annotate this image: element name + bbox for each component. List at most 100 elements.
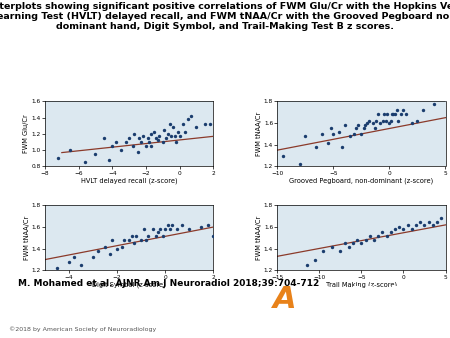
Text: R: R bbox=[387, 285, 410, 314]
Point bbox=[296, 162, 303, 167]
Point bbox=[198, 224, 205, 230]
Point bbox=[156, 133, 163, 138]
Point bbox=[389, 112, 396, 117]
Point bbox=[377, 120, 384, 126]
Point bbox=[210, 233, 217, 238]
Point bbox=[425, 219, 432, 224]
Point bbox=[188, 113, 195, 119]
Point bbox=[167, 133, 175, 138]
Point bbox=[106, 251, 113, 257]
Point bbox=[374, 233, 382, 238]
Point bbox=[383, 112, 391, 117]
Point bbox=[105, 157, 112, 163]
Point bbox=[130, 241, 138, 246]
Point bbox=[162, 226, 169, 232]
Point bbox=[133, 233, 140, 238]
Point bbox=[152, 233, 159, 238]
Point bbox=[374, 112, 382, 117]
Point bbox=[55, 155, 62, 161]
Point bbox=[345, 244, 352, 249]
Point bbox=[352, 126, 360, 131]
Point bbox=[387, 230, 394, 235]
Point bbox=[362, 237, 369, 243]
Point bbox=[148, 131, 155, 137]
Point bbox=[379, 118, 386, 124]
Point bbox=[371, 126, 378, 131]
Point bbox=[365, 118, 373, 124]
Point bbox=[54, 266, 61, 271]
Text: A: A bbox=[273, 285, 297, 314]
Point bbox=[324, 140, 331, 145]
Point bbox=[386, 120, 393, 126]
Point bbox=[145, 233, 152, 238]
Point bbox=[126, 135, 133, 141]
Text: Scatterplots showing significant positive correlations of FWM Glu/Cr with the Ho: Scatterplots showing significant positiv… bbox=[0, 2, 450, 31]
Point bbox=[388, 112, 395, 117]
Point bbox=[372, 118, 379, 124]
Point bbox=[383, 233, 390, 238]
Point bbox=[417, 219, 424, 224]
Point bbox=[429, 222, 436, 227]
Point bbox=[387, 118, 394, 124]
Point bbox=[173, 139, 180, 145]
X-axis label: Grooved Pegboard, non-dominant (z-score): Grooved Pegboard, non-dominant (z-score) bbox=[289, 178, 433, 184]
Point bbox=[193, 125, 200, 130]
Point bbox=[164, 222, 171, 227]
Point bbox=[419, 107, 427, 113]
Point bbox=[134, 149, 141, 154]
Point bbox=[159, 139, 166, 145]
Point bbox=[67, 147, 74, 153]
Point bbox=[146, 139, 153, 145]
Point bbox=[414, 118, 421, 124]
Point bbox=[379, 230, 386, 235]
Point bbox=[355, 123, 362, 128]
Point bbox=[128, 233, 135, 238]
Point bbox=[162, 135, 170, 141]
Y-axis label: FWM tNAA/Cr: FWM tNAA/Cr bbox=[256, 112, 262, 156]
Point bbox=[408, 226, 415, 232]
Point bbox=[112, 139, 119, 145]
Point bbox=[140, 226, 147, 232]
Point bbox=[279, 153, 287, 158]
Point bbox=[129, 143, 136, 149]
Point bbox=[90, 255, 97, 260]
Point bbox=[438, 216, 445, 221]
Point bbox=[126, 237, 133, 243]
Point bbox=[142, 143, 149, 149]
Point bbox=[102, 244, 109, 249]
Point bbox=[159, 233, 166, 238]
Point bbox=[358, 241, 365, 246]
Point bbox=[382, 118, 390, 124]
Point bbox=[137, 139, 144, 145]
Point bbox=[113, 246, 121, 251]
X-axis label: HVLT delayed recall (z-score): HVLT delayed recall (z-score) bbox=[81, 178, 177, 184]
Point bbox=[148, 143, 155, 149]
Point bbox=[174, 226, 181, 232]
Point bbox=[138, 237, 145, 243]
Point bbox=[181, 129, 188, 135]
Point bbox=[341, 123, 348, 128]
Point bbox=[311, 257, 319, 262]
X-axis label: Trail Making (z-score): Trail Making (z-score) bbox=[326, 282, 397, 288]
Point bbox=[109, 143, 116, 149]
Text: N: N bbox=[348, 285, 373, 314]
Y-axis label: FWM tNAA/Cr: FWM tNAA/Cr bbox=[256, 216, 262, 260]
Point bbox=[346, 134, 354, 139]
Point bbox=[397, 112, 404, 117]
Point bbox=[403, 112, 410, 117]
Y-axis label: FWM tNAA/Cr: FWM tNAA/Cr bbox=[23, 216, 30, 260]
Point bbox=[360, 126, 367, 131]
X-axis label: Digit Symbol (z-score): Digit Symbol (z-score) bbox=[92, 282, 166, 288]
Point bbox=[201, 121, 208, 127]
Point bbox=[339, 144, 346, 150]
Point bbox=[161, 127, 168, 132]
Point bbox=[130, 131, 138, 137]
Point bbox=[169, 125, 176, 130]
Point bbox=[142, 237, 149, 243]
Point bbox=[433, 219, 441, 224]
Point bbox=[169, 222, 176, 227]
Point bbox=[151, 129, 158, 135]
Point bbox=[302, 134, 309, 139]
Point bbox=[369, 120, 376, 126]
Point bbox=[70, 255, 77, 260]
